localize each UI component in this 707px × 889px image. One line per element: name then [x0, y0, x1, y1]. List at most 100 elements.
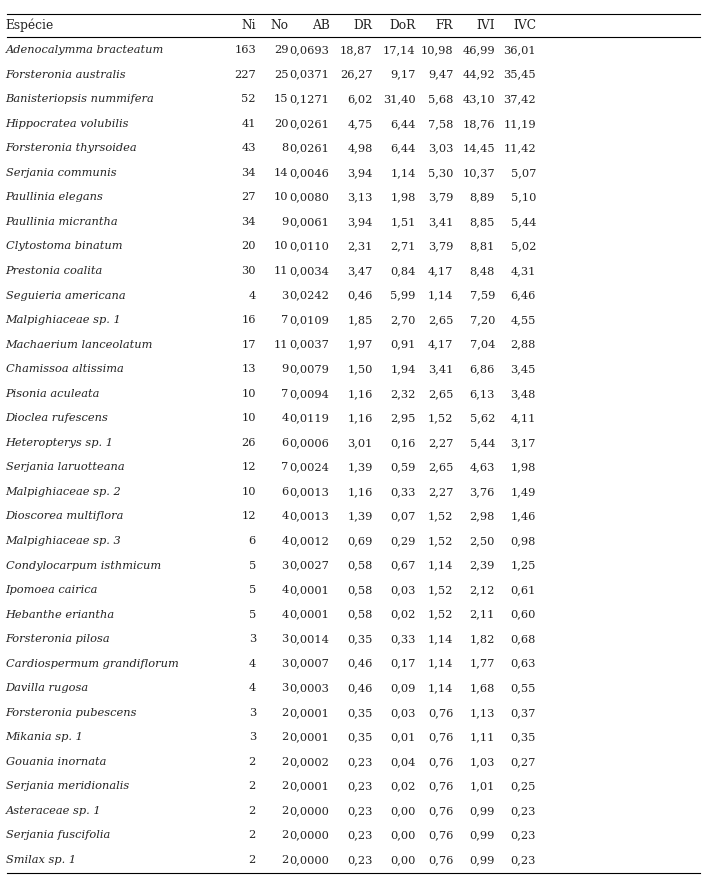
Text: 0,23: 0,23 — [510, 830, 536, 840]
Text: 14: 14 — [274, 168, 288, 178]
Text: 3: 3 — [249, 634, 256, 645]
Text: 0,60: 0,60 — [510, 610, 536, 620]
Text: 4,17: 4,17 — [428, 266, 453, 276]
Text: 5,10: 5,10 — [510, 192, 536, 203]
Text: 2,31: 2,31 — [347, 242, 373, 252]
Text: 8,81: 8,81 — [469, 242, 495, 252]
Text: 1,52: 1,52 — [428, 585, 453, 595]
Text: 0,02: 0,02 — [390, 781, 416, 791]
Text: IVC: IVC — [513, 19, 536, 32]
Text: 1,14: 1,14 — [390, 168, 416, 178]
Text: 1,85: 1,85 — [347, 315, 373, 325]
Text: 3,94: 3,94 — [347, 217, 373, 227]
Text: 11: 11 — [274, 266, 288, 276]
Text: 0,00: 0,00 — [390, 806, 416, 816]
Text: 1,98: 1,98 — [390, 192, 416, 203]
Text: 0,46: 0,46 — [347, 291, 373, 300]
Text: 7: 7 — [281, 315, 288, 325]
Text: Malpighiaceae sp. 2: Malpighiaceae sp. 2 — [6, 487, 122, 497]
Text: 0,99: 0,99 — [469, 855, 495, 865]
Text: 34: 34 — [241, 168, 256, 178]
Text: 0,76: 0,76 — [428, 757, 453, 767]
Text: 3,47: 3,47 — [347, 266, 373, 276]
Text: 0,17: 0,17 — [390, 659, 416, 669]
Text: Hippocratea volubilis: Hippocratea volubilis — [6, 119, 129, 129]
Text: 1,94: 1,94 — [390, 364, 416, 374]
Text: 6: 6 — [249, 536, 256, 546]
Text: 9: 9 — [281, 217, 288, 227]
Text: 1,82: 1,82 — [469, 634, 495, 645]
Text: 5: 5 — [249, 610, 256, 620]
Text: 0,46: 0,46 — [347, 659, 373, 669]
Text: Heteropterys sp. 1: Heteropterys sp. 1 — [6, 437, 114, 448]
Text: 3: 3 — [281, 659, 288, 669]
Text: 1,49: 1,49 — [510, 487, 536, 497]
Text: 0,76: 0,76 — [428, 855, 453, 865]
Text: 1,16: 1,16 — [347, 487, 373, 497]
Text: 2: 2 — [249, 781, 256, 791]
Text: 0,02: 0,02 — [390, 610, 416, 620]
Text: 20: 20 — [274, 119, 288, 129]
Text: 25: 25 — [274, 69, 288, 80]
Text: 5,62: 5,62 — [469, 413, 495, 423]
Text: 43: 43 — [241, 143, 256, 153]
Text: 17: 17 — [241, 340, 256, 349]
Text: AB: AB — [312, 19, 329, 32]
Text: 6,44: 6,44 — [390, 119, 416, 129]
Text: Pisonia aculeata: Pisonia aculeata — [6, 388, 100, 399]
Text: 0,0034: 0,0034 — [290, 266, 329, 276]
Text: 2,95: 2,95 — [390, 413, 416, 423]
Text: Paullinia elegans: Paullinia elegans — [6, 192, 103, 203]
Text: Banisteriopsis nummifera: Banisteriopsis nummifera — [6, 94, 154, 104]
Text: 0,76: 0,76 — [428, 781, 453, 791]
Text: 1,14: 1,14 — [428, 659, 453, 669]
Text: 15: 15 — [274, 94, 288, 104]
Text: 2,27: 2,27 — [428, 487, 453, 497]
Text: 34: 34 — [241, 217, 256, 227]
Text: 1,03: 1,03 — [469, 757, 495, 767]
Text: 0,0001: 0,0001 — [290, 733, 329, 742]
Text: 0,0001: 0,0001 — [290, 781, 329, 791]
Text: 0,55: 0,55 — [510, 684, 536, 693]
Text: 0,0027: 0,0027 — [290, 561, 329, 571]
Text: 0,00: 0,00 — [390, 855, 416, 865]
Text: 0,99: 0,99 — [469, 806, 495, 816]
Text: 0,0000: 0,0000 — [290, 855, 329, 865]
Text: 37,42: 37,42 — [503, 94, 536, 104]
Text: 2,65: 2,65 — [428, 462, 453, 472]
Text: 1,11: 1,11 — [469, 733, 495, 742]
Text: 0,27: 0,27 — [510, 757, 536, 767]
Text: 5,07: 5,07 — [510, 168, 536, 178]
Text: 1,39: 1,39 — [347, 462, 373, 472]
Text: 0,16: 0,16 — [390, 437, 416, 448]
Text: 41: 41 — [241, 119, 256, 129]
Text: Ipomoea cairica: Ipomoea cairica — [6, 585, 98, 595]
Text: 0,29: 0,29 — [390, 536, 416, 546]
Text: 0,0080: 0,0080 — [290, 192, 329, 203]
Text: 8,89: 8,89 — [469, 192, 495, 203]
Text: 1,77: 1,77 — [469, 659, 495, 669]
Text: 16: 16 — [241, 315, 256, 325]
Text: 10: 10 — [274, 192, 288, 203]
Text: 2: 2 — [249, 806, 256, 816]
Text: 4: 4 — [281, 585, 288, 595]
Text: 4: 4 — [249, 684, 256, 693]
Text: DoR: DoR — [390, 19, 416, 32]
Text: 2,98: 2,98 — [469, 511, 495, 522]
Text: 0,0261: 0,0261 — [290, 143, 329, 153]
Text: 0,0110: 0,0110 — [290, 242, 329, 252]
Text: 4: 4 — [281, 511, 288, 522]
Text: Serjania communis: Serjania communis — [6, 168, 116, 178]
Text: 2,12: 2,12 — [469, 585, 495, 595]
Text: 26: 26 — [241, 437, 256, 448]
Text: 1,14: 1,14 — [428, 634, 453, 645]
Text: 5,44: 5,44 — [510, 217, 536, 227]
Text: 8: 8 — [281, 143, 288, 153]
Text: 227: 227 — [234, 69, 256, 80]
Text: 7,58: 7,58 — [428, 119, 453, 129]
Text: 1,52: 1,52 — [428, 413, 453, 423]
Text: Serjania fuscifolia: Serjania fuscifolia — [6, 830, 110, 840]
Text: 1,14: 1,14 — [428, 291, 453, 300]
Text: 0,35: 0,35 — [347, 708, 373, 717]
Text: 30: 30 — [241, 266, 256, 276]
